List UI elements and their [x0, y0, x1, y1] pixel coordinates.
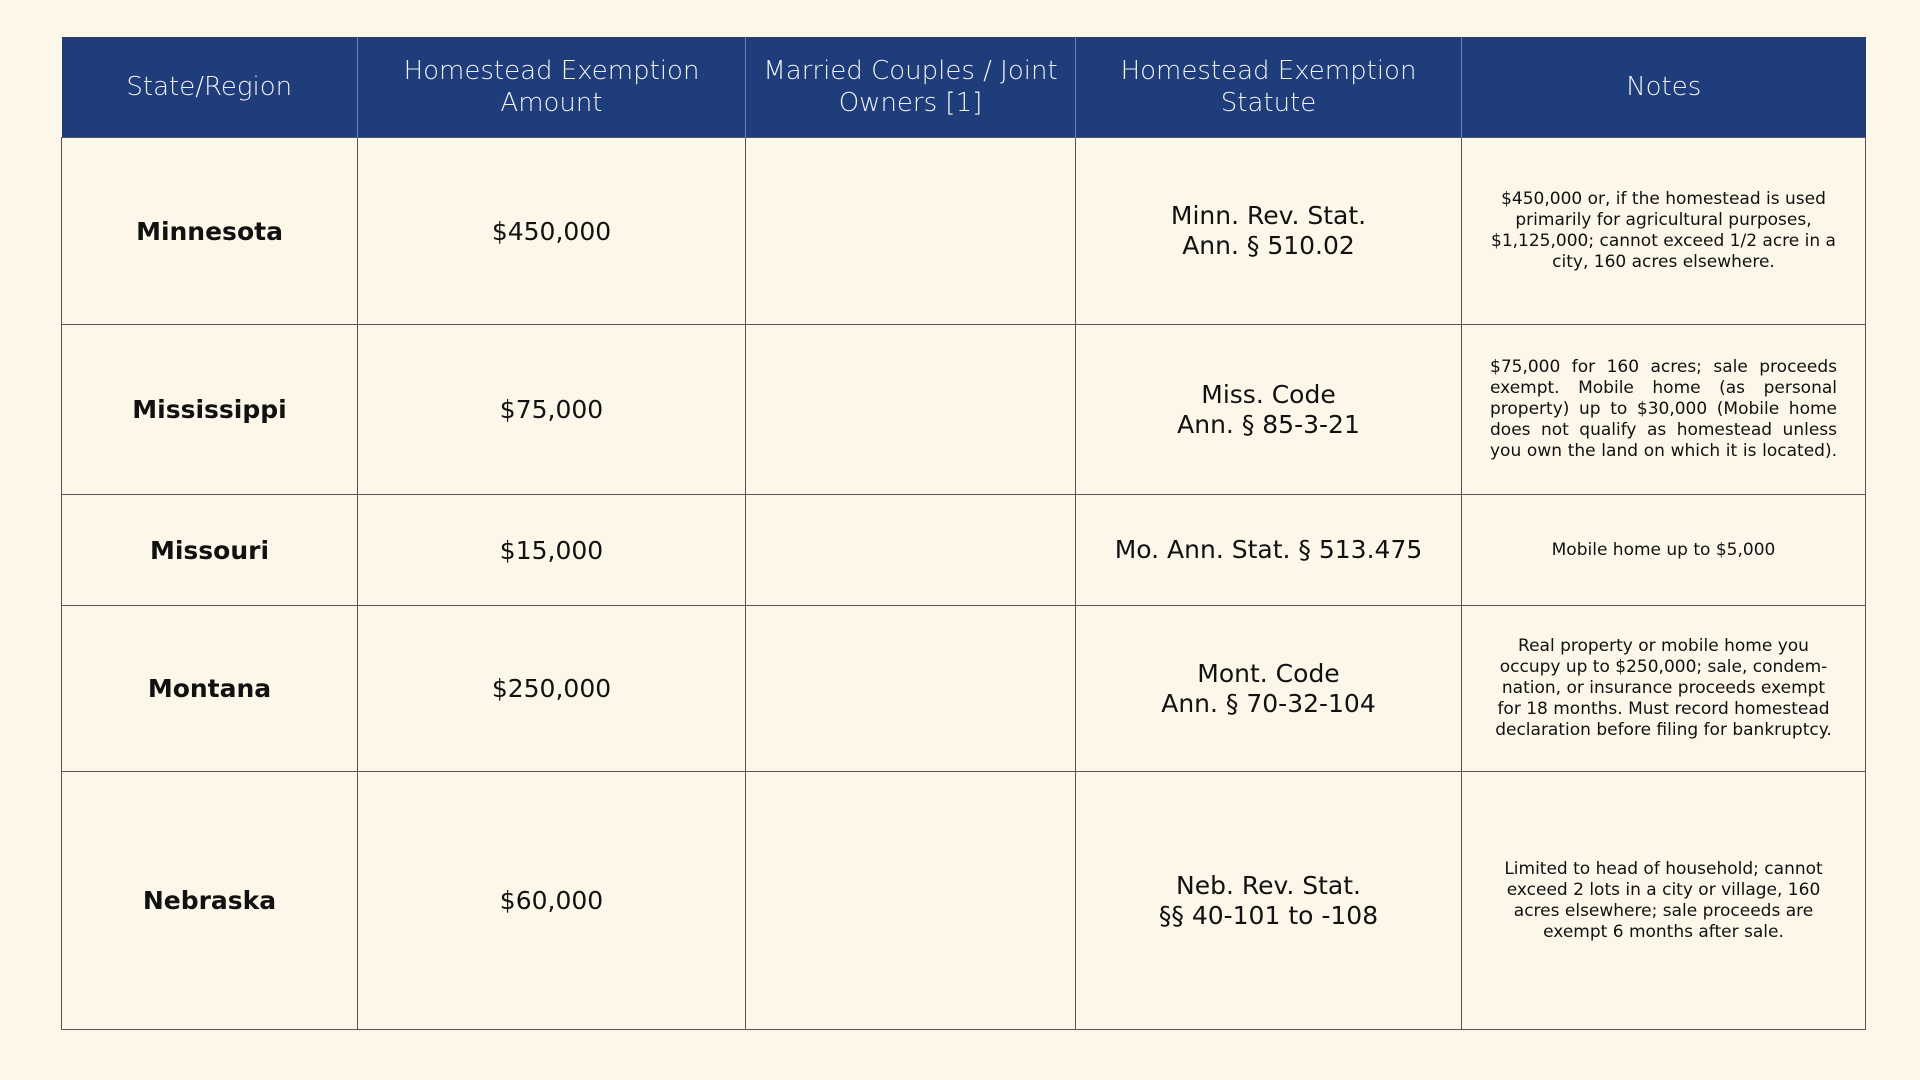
header-amount: Homestead Exemption Amount: [357, 37, 746, 138]
joint-owners-cell: [745, 771, 1076, 1030]
table-row: Nebraska $60,000 Neb. Rev. Stat. §§ 40-101 …: [61, 771, 1866, 1030]
notes-cell: Real property or mobile home you occupy …: [1461, 605, 1866, 772]
amount-cell: $450,000: [357, 137, 746, 325]
notes-cell: Limited to head of household; cannot exc…: [1461, 771, 1866, 1030]
state-cell: Montana: [61, 605, 358, 772]
statute-cell: Miss. Code Ann. § 85-3-21: [1075, 324, 1462, 495]
statute-line-2: Ann. § 85-3-21: [1177, 409, 1360, 439]
header-joint: Married Couples / Joint Owners [1]: [745, 37, 1076, 138]
joint-owners-cell: [745, 137, 1076, 325]
header-state: State/Region: [61, 37, 358, 138]
header-row: State/Region Homestead Exemption Amount …: [61, 37, 1866, 138]
homestead-exemption-table: State/Region Homestead Exemption Amount …: [61, 37, 1866, 1030]
amount-cell: $60,000: [357, 771, 746, 1030]
table-row: Mississippi $75,000 Miss. Code Ann. § 85-3-…: [61, 324, 1866, 495]
amount-cell: $250,000: [357, 605, 746, 772]
state-cell: Nebraska: [61, 771, 358, 1030]
table-row: Montana $250,000 Mont. Code Ann. § 70-32-10…: [61, 605, 1866, 772]
statute-line-1: Miss. Code: [1201, 379, 1336, 409]
statute-cell: Neb. Rev. Stat. §§ 40-101 to -108: [1075, 771, 1462, 1030]
state-cell: Mississippi: [61, 324, 358, 495]
joint-owners-cell: [745, 605, 1076, 772]
statute-line-1: Mont. Code: [1197, 658, 1340, 688]
statute-line-1: Minn. Rev. Stat.: [1170, 201, 1367, 230]
table-row: Minnesota $450,000 Minn. Rev. Stat. Ann. § …: [61, 137, 1866, 325]
statute-cell: Minn. Rev. Stat. Ann. § 510.02: [1075, 137, 1462, 325]
statute-line-2: §§ 40-101 to -108: [1158, 900, 1379, 930]
state-cell: Missouri: [61, 494, 358, 606]
statute-line-2: Ann. § 70-32-104: [1161, 688, 1376, 718]
statute-line-1: Mo. Ann. Stat. § 513.475: [1114, 535, 1423, 564]
notes-cell: $450,000 or, if the homestead is used pr…: [1461, 137, 1866, 325]
amount-cell: $15,000: [357, 494, 746, 606]
statute-line-1: Neb. Rev. Stat.: [1176, 870, 1361, 900]
joint-owners-cell: [745, 494, 1076, 606]
header-statute: Homestead Exemption Statute: [1075, 37, 1462, 138]
notes-cell: $75,000 for 160 acres; sale proceeds exe…: [1461, 324, 1866, 495]
statute-line-2: Ann. § 510.02: [1182, 231, 1355, 260]
joint-owners-cell: [745, 324, 1076, 495]
amount-cell: $75,000: [357, 324, 746, 495]
statute-cell: Mont. Code Ann. § 70-32-104: [1075, 605, 1462, 772]
table-row: Missouri $15,000 Mo. Ann. Stat. § 513.475 M…: [61, 494, 1866, 606]
header-notes: Notes: [1461, 37, 1866, 138]
notes-cell: Mobile home up to $5,000: [1461, 494, 1866, 606]
statute-cell: Mo. Ann. Stat. § 513.475: [1075, 494, 1462, 606]
state-cell: Minnesota: [61, 137, 358, 325]
